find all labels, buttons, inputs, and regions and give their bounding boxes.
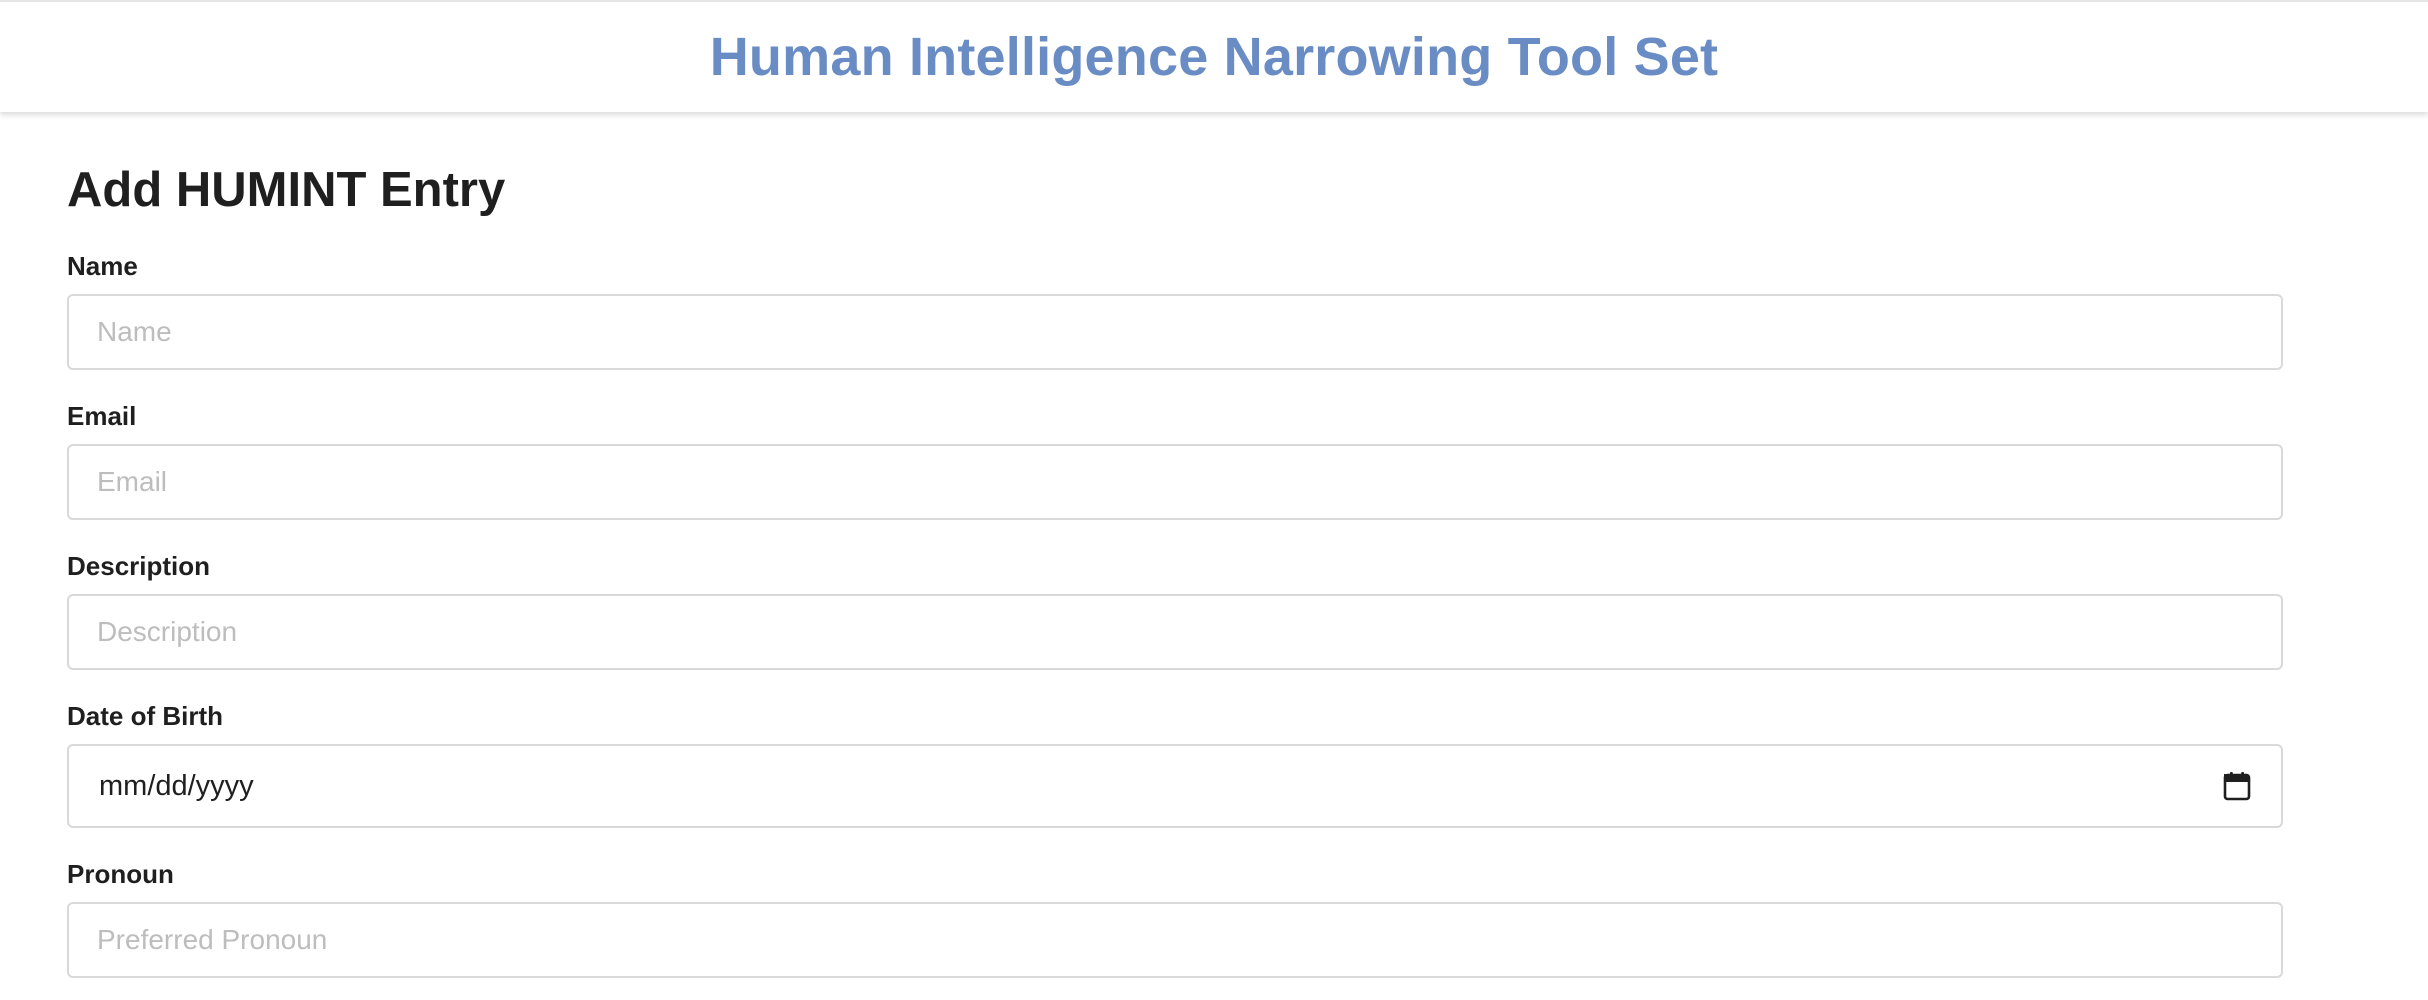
app-title: Human Intelligence Narrowing Tool Set bbox=[709, 27, 1719, 87]
email-field-group: Email bbox=[67, 400, 2283, 520]
dob-field-group: Date of Birth mm/dd/yyyy bbox=[67, 700, 2283, 828]
page-title: Add HUMINT Entry bbox=[67, 163, 506, 217]
dob-label: Date of Birth bbox=[67, 701, 223, 731]
name-label: Name bbox=[67, 251, 138, 281]
add-entry-form: Add HUMINT Entry Name Email Description … bbox=[67, 150, 2283, 978]
dob-date-input[interactable]: mm/dd/yyyy bbox=[67, 744, 2283, 828]
name-field-group: Name bbox=[67, 250, 2283, 370]
description-input[interactable] bbox=[67, 594, 2283, 670]
pronoun-input[interactable] bbox=[67, 902, 2283, 978]
dob-date-text: mm/dd/yyyy bbox=[99, 769, 254, 802]
pronoun-field-group: Pronoun bbox=[67, 858, 2283, 978]
description-field-group: Description bbox=[67, 550, 2283, 670]
app-header: Human Intelligence Narrowing Tool Set bbox=[0, 0, 2428, 112]
email-label: Email bbox=[67, 401, 137, 431]
pronoun-label: Pronoun bbox=[67, 859, 174, 889]
name-input[interactable] bbox=[67, 294, 2283, 370]
email-input[interactable] bbox=[67, 444, 2283, 520]
description-label: Description bbox=[67, 551, 211, 581]
calendar-icon[interactable] bbox=[2221, 770, 2253, 802]
